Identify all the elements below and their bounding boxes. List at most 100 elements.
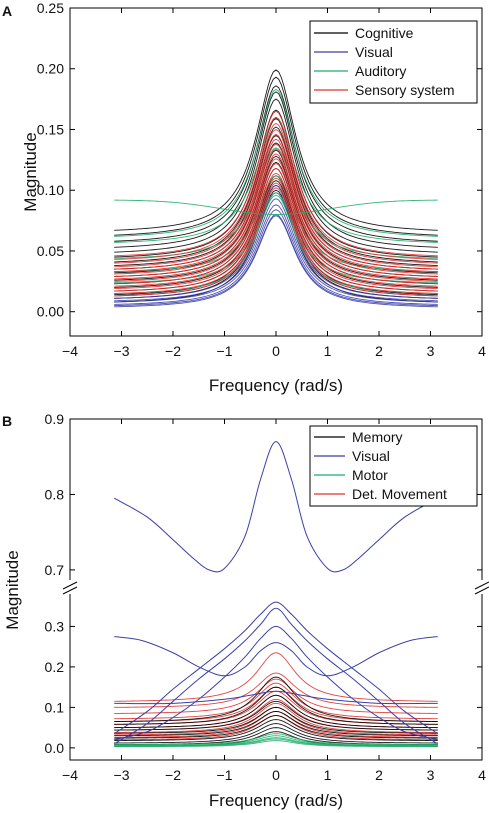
panel-a-y-axis-label: Magnitude	[21, 132, 40, 211]
curve-b-memory-3	[114, 700, 438, 731]
panel-a-legend: Cognitive Visual Auditory Sensory system	[309, 20, 478, 104]
x-tick-label-a-7: 3	[427, 343, 435, 359]
y-tick-label-a-0: 0.00	[37, 304, 64, 320]
curve-b-det-movement-4	[114, 686, 438, 722]
legend-label-motor: Motor	[352, 467, 388, 483]
curve-a-visual-3	[114, 204, 438, 303]
panel-b-legend: Memory Visual Motor Det. Movement	[309, 425, 478, 507]
curve-b-memory-4	[114, 706, 438, 734]
curve-a-sensory-system-7	[114, 148, 438, 277]
curve-b-visual-0	[114, 441, 438, 573]
curve-a-sensory-system-15	[114, 187, 438, 297]
panel-b-axis-break	[62, 580, 489, 595]
legend-label-sensory-system: Sensory system	[355, 82, 455, 98]
y-tick-label-b-lower-2: 0.2	[45, 659, 65, 675]
panel-a: A 0.00 0.05 0.10 0.15 0.20 0.25 −4 −3 −2 −1 0 1 2 3 4…	[2, 0, 486, 395]
panel-b-x-axis: −4 −3 −2 −1 0 1 2 3 4	[62, 419, 486, 783]
curve-a-visual-6	[114, 215, 438, 308]
curve-a-cognitive-17	[114, 189, 438, 303]
panel-a-x-axis: −4 −3 −2 −1 0 1 2 3 4	[62, 8, 486, 359]
y-tick-label-b-upper-0: 0.7	[45, 562, 65, 578]
curve-b-det-movement-1	[114, 672, 438, 708]
curve-a-cognitive-7	[114, 126, 438, 266]
axis-break-mark-right-2	[474, 586, 489, 595]
x-tick-label-b-0: −4	[62, 767, 78, 783]
x-tick-label-b-7: 3	[427, 767, 435, 783]
curve-a-auditory-2	[114, 147, 438, 259]
y-tick-label-a-3: 0.15	[37, 121, 64, 137]
curve-a-sensory-system-5	[114, 138, 438, 273]
curve-a-sensory-system-3	[114, 128, 438, 268]
axis-break-mark-right-1	[474, 581, 489, 590]
y-tick-label-a-2: 0.10	[37, 182, 64, 198]
curve-b-memory-7	[114, 719, 438, 742]
curve-a-sensory-system-6	[114, 143, 438, 275]
x-tick-label-a-8: 4	[478, 343, 486, 359]
curve-b-memory-8	[114, 723, 438, 744]
curve-a-cognitive-3	[114, 91, 438, 248]
curve-a-visual-1	[114, 192, 438, 299]
x-tick-label-a-1: −3	[114, 343, 130, 359]
panel-b-legend-box	[309, 425, 478, 507]
y-tick-label-b-upper-2: 0.9	[45, 411, 65, 427]
curve-b-motor-0	[114, 733, 438, 746]
y-tick-label-a-4: 0.20	[37, 61, 64, 77]
y-tick-label-b-lower-0: 0.0	[45, 740, 65, 756]
legend-label-cognitive: Cognitive	[355, 25, 414, 41]
panel-b-y-axis: 0.7 0.8 0.9 0.0 0.1 0.2 0.3	[45, 411, 482, 756]
curve-b-visual-1	[114, 636, 438, 677]
curve-b-memory-5	[114, 710, 438, 737]
x-tick-label-a-6: 2	[375, 343, 383, 359]
curve-a-auditory-0	[114, 199, 438, 215]
curve-a-sensory-system-14	[114, 182, 438, 294]
curve-a-sensory-system-10	[114, 162, 438, 285]
curve-a-sensory-system-2	[114, 122, 438, 264]
curve-a-sensory-system-12	[114, 172, 438, 290]
curve-a-sensory-system-4	[114, 133, 438, 270]
curve-b-memory-2	[114, 694, 438, 729]
panel-b-y-axis-label: Magnitude	[3, 550, 22, 629]
axis-break-mark-left-1	[62, 581, 78, 590]
curve-b-det-movement-8	[114, 702, 438, 733]
panel-a-y-axis: 0.00 0.05 0.10 0.15 0.20 0.25	[37, 0, 482, 320]
y-tick-label-b-lower-3: 0.3	[45, 618, 65, 634]
y-tick-label-a-5: 0.25	[37, 0, 64, 16]
curve-a-auditory-1	[114, 116, 438, 243]
curve-a-visual-4	[114, 209, 438, 305]
curve-a-sensory-system-0	[114, 110, 438, 257]
curve-a-cognitive-1	[114, 76, 438, 236]
curve-a-cognitive-10	[114, 149, 438, 277]
curve-a-cognitive-0	[114, 69, 438, 231]
x-tick-label-b-3: −1	[217, 767, 233, 783]
panel-b-x-axis-label: Frequency (rad/s)	[209, 791, 343, 810]
curve-b-visual-5	[114, 690, 438, 705]
legend-label-visual: Visual	[352, 448, 390, 464]
x-tick-label-a-0: −4	[62, 343, 78, 359]
x-tick-label-b-6: 2	[375, 767, 383, 783]
x-tick-label-b-1: −3	[114, 767, 130, 783]
curve-a-cognitive-11	[114, 155, 438, 281]
panel-b-curves	[114, 441, 438, 748]
legend-label-det-movement: Det. Movement	[352, 486, 447, 502]
curve-a-cognitive-2	[114, 85, 438, 242]
curve-a-visual-2	[114, 198, 438, 302]
curve-a-cognitive-4	[114, 98, 438, 253]
curve-b-memory-6	[114, 715, 438, 739]
axis-break-mark-left-2	[62, 586, 78, 595]
x-tick-label-b-8: 4	[478, 767, 486, 783]
curve-b-visual-2	[114, 601, 438, 735]
curve-b-det-movement-0	[114, 652, 438, 702]
legend-label-visual: Visual	[355, 44, 393, 60]
panel-a-curves	[114, 69, 438, 308]
x-tick-label-a-3: −1	[217, 343, 233, 359]
panel-a-legend-box	[309, 20, 478, 104]
x-tick-label-a-5: 1	[324, 343, 332, 359]
y-tick-label-a-1: 0.05	[37, 243, 64, 259]
curve-a-auditory-0	[114, 88, 438, 237]
curve-a-cognitive-5	[114, 109, 438, 258]
curve-a-sensory-system-1	[114, 116, 438, 260]
curve-b-det-movement-3	[114, 682, 438, 720]
curve-a-sensory-system-13	[114, 177, 438, 292]
axis-break-gap-right	[474, 580, 489, 594]
